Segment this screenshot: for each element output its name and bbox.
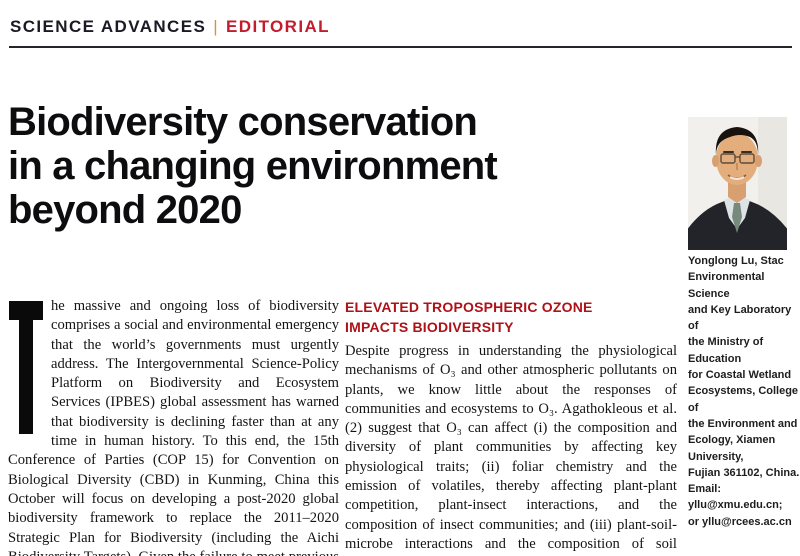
dropcap-letter-T [8,300,49,434]
section-label: EDITORIAL [226,17,330,36]
author-bio-line: and Key Laboratory of [688,303,792,333]
page-title-line: Biodiversity conservation [8,100,478,144]
header-rule [9,46,792,48]
author-bio-line: Yonglong Lu, Stac [688,255,784,267]
author-bio-line: or yllu@rcees.ac.cn [688,515,792,528]
journal-brand: SCIENCE ADVANCES [10,17,207,36]
left-column: he massive and ongoing loss of biodivers… [8,297,339,556]
author-bio-line: Environmental Science [688,271,765,300]
section-heading-line: ELEVATED TROPOSPHERIC OZONE [345,299,593,315]
author-bio-line: Ecology, Xiamen University, [688,434,776,463]
author-bio-line: the Ministry of Education [688,336,764,365]
section-heading-line: IMPACTS BIODIVERSITY [345,318,514,335]
dropcap-icon [9,301,43,434]
author-portrait-icon [686,117,789,250]
author-bio: Yonglong Lu, Stac Environmental Science an… [688,253,800,530]
middle-column: ELEVATED TROPOSPHERIC OZONE IMPACTS BIODI… [345,297,677,556]
author-bio-line: for Coastal Wetland [688,369,792,382]
masthead-separator: | [213,17,220,36]
author-bio-line: Fujian 361102, China. [688,466,800,479]
author-bio-line: Email: yllu@xmu.edu.cn; [688,483,783,512]
author-photo [686,117,789,250]
section-paragraph: Despite progress in understanding the ph… [345,343,677,556]
page-title-line: in a changing environment [8,144,498,188]
page-title: Biodiversity conservation in a changing e… [8,100,498,232]
section-heading: ELEVATED TROPOSPHERIC OZONE IMPACTS BIODI… [345,298,677,337]
masthead: SCIENCE ADVANCES | EDITORIAL [10,17,330,37]
intro-paragraph-text: he massive and ongoing loss of biodivers… [8,298,339,556]
intro-paragraph: he massive and ongoing loss of biodivers… [8,297,339,556]
author-bio-line: Ecosystems, College of [688,385,799,414]
author-bio-line: the Environment and [688,417,798,430]
page-title-line: beyond 2020 [8,188,242,232]
